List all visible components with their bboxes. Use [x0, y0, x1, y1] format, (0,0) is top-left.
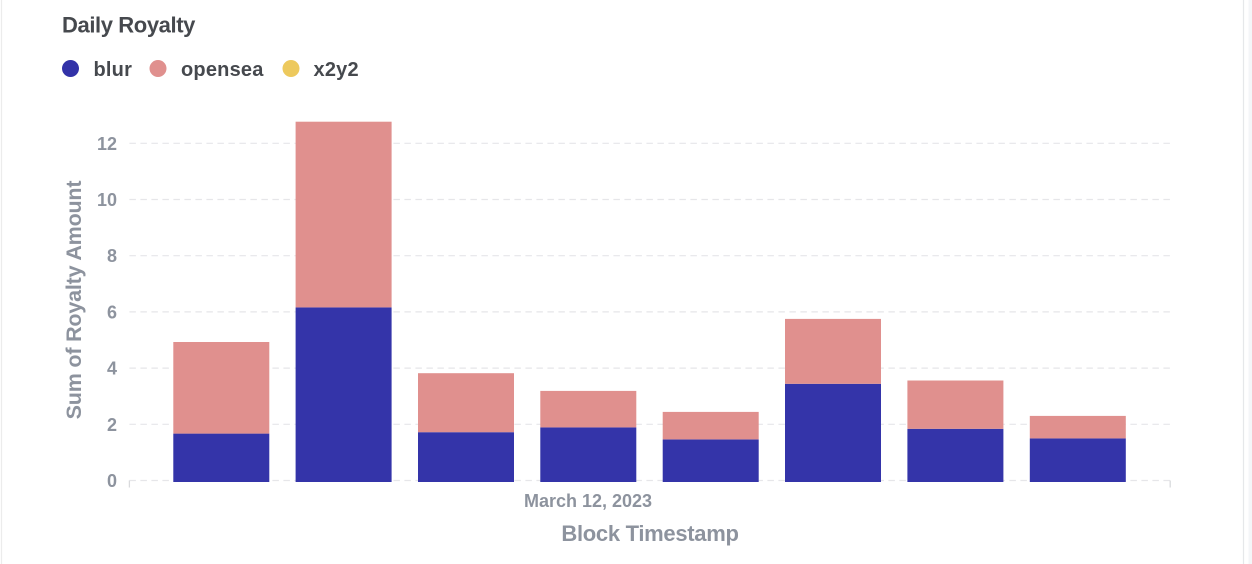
svg-text:Daily Royalty: Daily Royalty [62, 13, 196, 38]
svg-text:2: 2 [107, 415, 117, 435]
svg-text:0: 0 [107, 471, 117, 491]
svg-text:opensea: opensea [181, 59, 264, 81]
svg-text:4: 4 [107, 359, 117, 379]
svg-text:10: 10 [97, 190, 117, 210]
svg-text:blur: blur [94, 59, 133, 81]
svg-text:March 12, 2023: March 12, 2023 [524, 491, 652, 511]
svg-text:Sum of Royalty Amount: Sum of Royalty Amount [62, 181, 86, 420]
svg-text:12: 12 [97, 134, 117, 154]
svg-text:Block Timestamp: Block Timestamp [561, 521, 738, 546]
svg-text:x2y2: x2y2 [314, 59, 359, 81]
svg-text:6: 6 [107, 302, 117, 322]
svg-text:8: 8 [107, 246, 117, 266]
